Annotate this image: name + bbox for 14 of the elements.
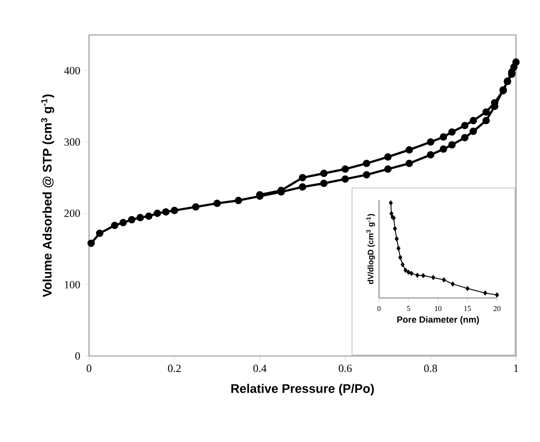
y-tick-label: 0	[75, 352, 80, 360]
y-axis-title: Volume Adsorbed @ STP (cm$^{3}$ g$^{-1}$)	[41, 94, 54, 298]
x-axis-title: Pore Diameter (nm)	[397, 316, 479, 324]
y-tick-label: 200	[64, 210, 80, 218]
x-tick-label: 0	[86, 364, 92, 372]
y-tick-label: 100	[64, 280, 80, 288]
y-tick-label: 300	[64, 138, 80, 146]
x-tick-label: 0.8	[424, 364, 438, 372]
x-tick-label: 0.6	[338, 364, 352, 372]
x-tick-label: 1	[514, 364, 518, 372]
x-axis-title: Relative Pressure (P/Po)	[231, 384, 374, 396]
x-tick-label: 0.4	[253, 364, 266, 372]
y-tick-label: 400	[64, 66, 80, 74]
x-tick-label: 0.2	[168, 364, 181, 372]
